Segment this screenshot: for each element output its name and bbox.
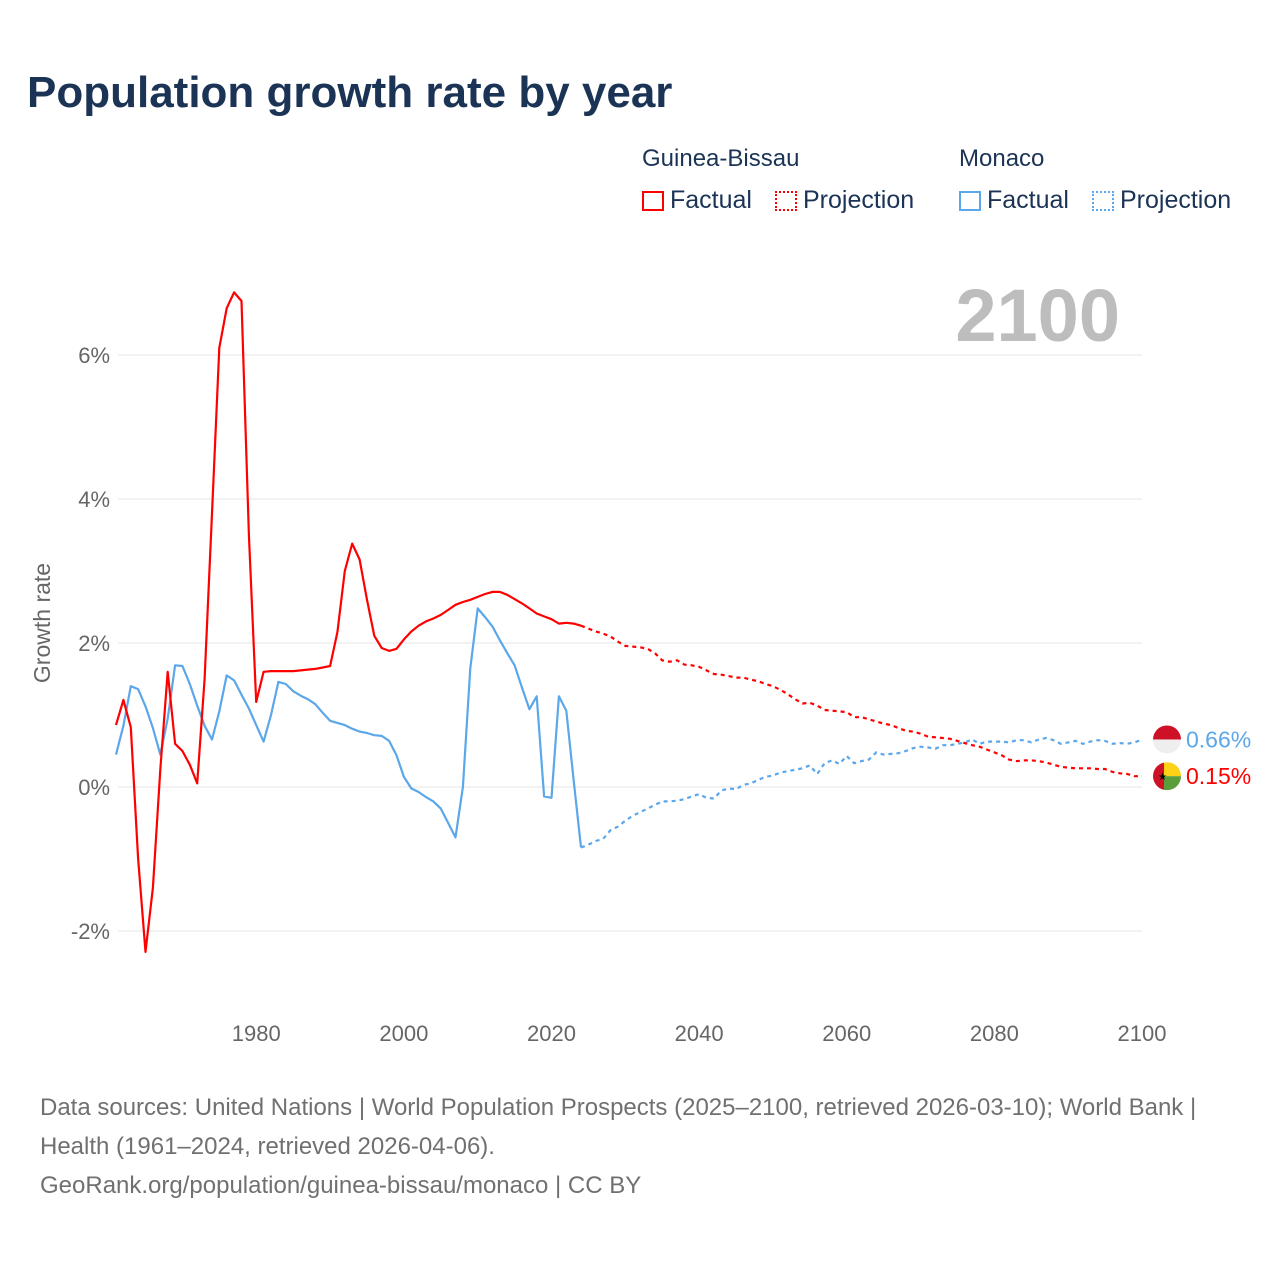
monaco-flag-icon [1153,725,1181,754]
x-tick-label: 2060 [822,1021,871,1046]
y-tick-label: 0% [78,775,110,800]
legend-label: Factual [670,186,752,214]
y-axis-ticks: -2% 0% 2% 4% 6% [71,343,110,944]
legend-label: Projection [803,186,915,214]
legend-item-guinea-bissau-factual[interactable]: Factual [642,186,752,215]
legend-swatch-dotted [1092,190,1114,211]
legend-swatch-solid [642,190,664,211]
legend-item-monaco-projection[interactable]: Projection [1092,186,1231,215]
legend-group-monaco: Monaco [959,145,1045,172]
y-tick-label: 4% [78,487,110,512]
guinea-bissau-projection-line [580,624,1142,778]
chart-title: Population growth rate by year [27,68,673,117]
line-chart: -2% 0% 2% 4% 6% 1980 2000 2020 2040 2060 2080 2100… [29,274,1251,1046]
x-tick-label: 1980 [232,1021,281,1046]
flag-stripe [1153,739,1181,754]
monaco-factual-line [114,607,583,848]
y-tick-label: 6% [78,343,110,368]
series-end-markers: 0.66% ★ 0.15% [1153,725,1251,791]
x-tick-label: 2000 [379,1021,428,1046]
flag-stripe [1153,762,1164,791]
gridlines [118,354,1142,932]
y-tick-label: 2% [78,631,110,656]
x-tick-label: 2020 [527,1021,576,1046]
legend-group-guinea-bissau: Guinea-Bissau [642,145,800,172]
guinea-bissau-end-value-label: 0.15% [1186,763,1251,789]
legend-item-monaco-factual[interactable]: Factual [959,186,1069,215]
footer: Data sources: United Nations | World Pop… [40,1088,1240,1205]
credit-link[interactable]: GeoRank.org/population/guinea-bissau/mon… [40,1172,642,1199]
legend-swatch-dotted [775,190,797,211]
x-axis-ticks: 1980 2000 2020 2040 2060 2080 2100 [232,1021,1167,1046]
legend-swatch-solid [959,190,981,211]
x-tick-label: 2040 [675,1021,724,1046]
current-year-label: 2100 [955,274,1120,357]
legend-item-guinea-bissau-projection[interactable]: Projection [775,186,914,215]
guinea-bissau-flag-icon: ★ [1153,762,1181,791]
y-tick-label: -2% [71,919,110,944]
flag-star: ★ [1158,772,1167,783]
flag-stripe [1153,725,1181,740]
x-tick-label: 2100 [1118,1021,1167,1046]
monaco-projection-line [580,736,1143,849]
y-axis-label: Growth rate [29,563,55,683]
x-tick-label: 2080 [970,1021,1019,1046]
series-lines [114,291,1143,954]
guinea-bissau-factual-line [114,291,582,954]
monaco-end-value-label: 0.66% [1186,726,1251,752]
legend-label: Factual [987,186,1069,214]
data-sources: Data sources: United Nations | World Pop… [40,1094,1197,1160]
legend-label: Projection [1120,186,1232,214]
